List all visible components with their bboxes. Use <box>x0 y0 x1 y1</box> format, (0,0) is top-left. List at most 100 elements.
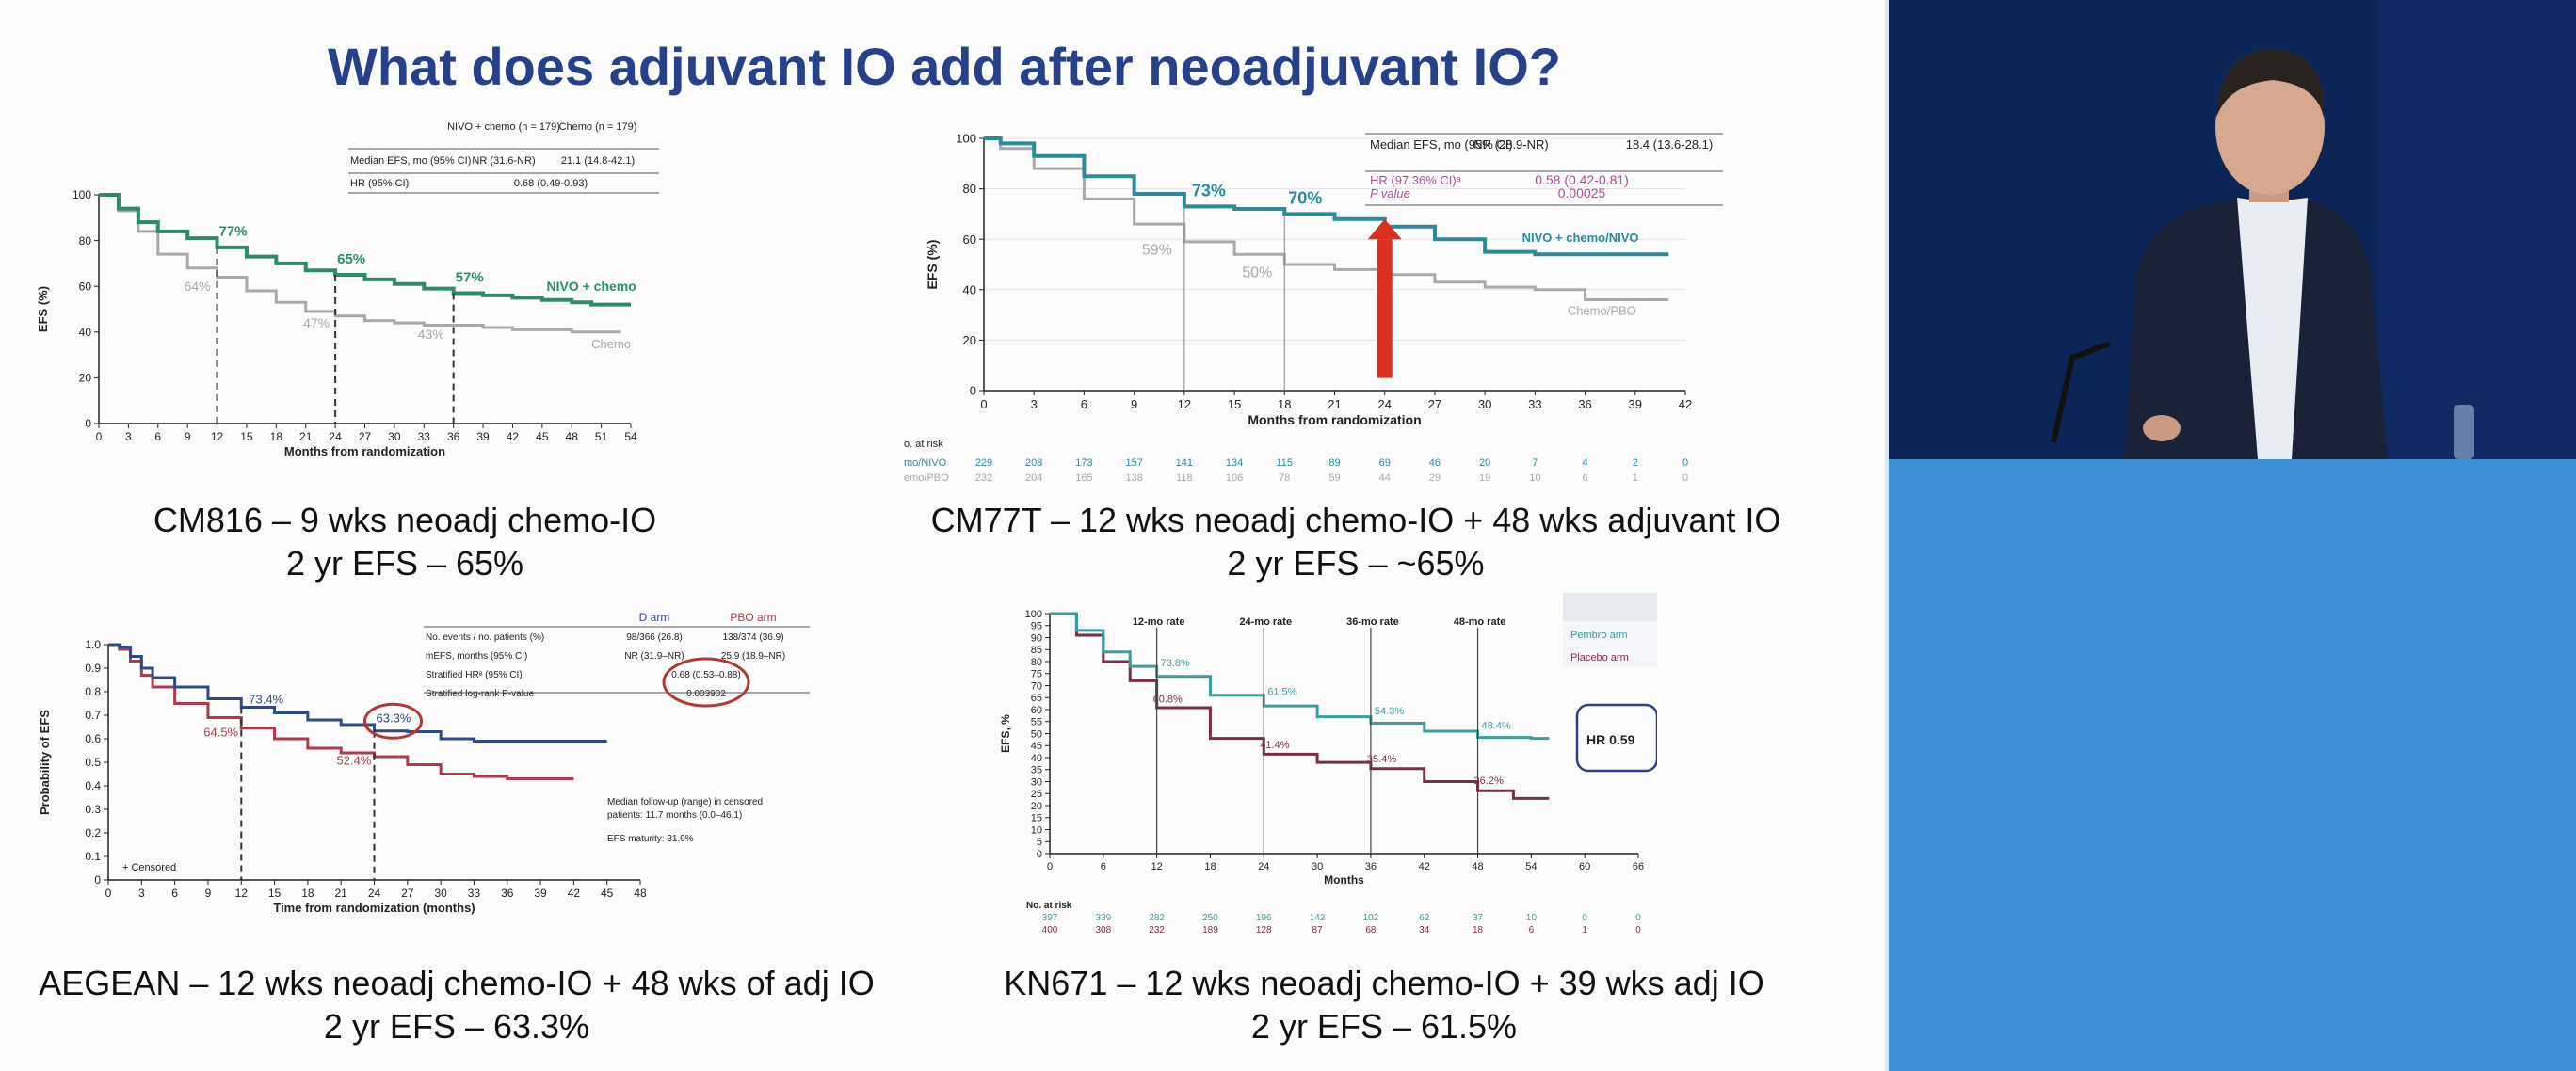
chart-aegean: 0 3 6 9 12 15 18 21 24 27 30 33 36 39 42 45 4800.10.20.3… <box>38 611 810 915</box>
x-tick-label: 21 <box>1328 397 1341 411</box>
at-risk-value: 0 <box>1635 913 1641 923</box>
at-risk-value: 397 <box>1042 913 1058 923</box>
annotation: 70% <box>1288 189 1322 208</box>
table-header: PBO arm <box>730 611 776 624</box>
caption-line-1: KN671 – 12 wks neoadj chemo-IO + 39 wks … <box>1004 964 1764 1002</box>
annotation: 63.3% <box>377 711 411 726</box>
y-tick-label: 65 <box>1031 693 1042 704</box>
legend-censored: + Censored <box>122 862 176 873</box>
x-tick-label: 6 <box>171 887 178 900</box>
video-background <box>1889 459 2576 1071</box>
x-tick-label: 18 <box>301 887 314 900</box>
at-risk-value: 6 <box>1583 472 1588 482</box>
table-header: NIVO + chemo (n = 179) <box>447 122 560 133</box>
x-tick-label: 0 <box>105 887 112 900</box>
at-risk-value: 115 <box>1277 457 1294 469</box>
x-tick-label: 15 <box>240 430 253 443</box>
y-tick-label: 0.8 <box>85 685 101 698</box>
at-risk-value: 0 <box>1682 472 1688 482</box>
x-tick-label: 42 <box>507 430 520 443</box>
y-tick-label: 0.3 <box>85 803 101 816</box>
series-nivo-chemo <box>99 193 631 307</box>
at-risk-row-label: emo/PBO <box>904 472 949 482</box>
at-risk-value: 4 <box>1583 457 1588 469</box>
y-tick-label: 95 <box>1031 621 1042 632</box>
y-tick-label: 50 <box>1031 728 1042 740</box>
at-risk-value: 196 <box>1256 913 1272 923</box>
y-tick-label: 60 <box>79 280 92 293</box>
rate-label: 24-mo rate <box>1239 616 1292 628</box>
caption-line-2: 2 yr EFS – 65% <box>285 544 524 583</box>
at-risk-value: 128 <box>1256 925 1272 935</box>
y-tick-label: 80 <box>1031 657 1042 668</box>
caption-line-1: AEGEAN – 12 wks neoadj chemo-IO + 48 wks… <box>39 964 875 1002</box>
x-tick-label: 30 <box>388 430 401 443</box>
at-risk-value: 78 <box>1279 472 1290 482</box>
at-risk-value: 208 <box>1025 457 1042 469</box>
y-axis-label: EFS, % <box>999 714 1012 753</box>
y-tick-label: 40 <box>79 326 92 339</box>
at-risk-title: o. at risk <box>904 439 943 450</box>
microphone-stand <box>2051 341 2112 443</box>
at-risk-value: 102 <box>1363 913 1379 923</box>
annotation: 41.4% <box>1260 740 1289 751</box>
at-risk-value: 34 <box>1419 925 1430 935</box>
caption-aegean: AEGEAN – 12 wks neoadj chemo-IO + 48 wks… <box>0 962 913 1048</box>
series-chemo-pbo <box>984 136 1669 302</box>
at-risk-title: No. at risk <box>1026 901 1072 911</box>
at-risk-value: 59 <box>1328 472 1340 482</box>
x-tick-label: 3 <box>125 430 132 443</box>
at-risk-value: 134 <box>1226 457 1243 469</box>
at-risk-value: 0 <box>1682 457 1688 469</box>
x-tick-label: 0 <box>1047 861 1053 872</box>
x-tick-label: 6 <box>154 430 161 443</box>
at-risk-value: 7 <box>1532 457 1538 469</box>
x-tick-label: 12 <box>211 430 224 443</box>
table-cell: 0.68 (0.49-0.93) <box>514 178 588 189</box>
chart-kn671: 0 6 12 18 24 30 36 42 48 54 60 66051015202530354045… <box>999 593 1657 935</box>
at-risk-value: 37 <box>1473 913 1484 923</box>
at-risk-value: 157 <box>1125 457 1142 469</box>
rate-label: 48-mo rate <box>1454 616 1506 628</box>
highlight-circle <box>363 702 423 740</box>
annotation: 52.4% <box>337 754 372 768</box>
table-cell: NR (28.9-NR) <box>1473 137 1548 152</box>
note: patients: 11.7 months (0.0–46.1) <box>607 810 742 821</box>
series-nivo-chemo-nivo <box>984 136 1669 257</box>
x-tick-label: 36 <box>447 430 460 443</box>
x-tick-label: 3 <box>1031 397 1038 411</box>
at-risk-value: 106 <box>1226 472 1243 482</box>
annotation: 59% <box>1142 242 1172 258</box>
table-row-label: No. events / no. patients (%) <box>426 632 544 643</box>
caption-line-1: CM77T – 12 wks neoadj chemo-IO + 48 wks … <box>930 501 1781 539</box>
at-risk-value: 0 <box>1582 913 1587 923</box>
table-cell: 0.68 (0.53–0.88) <box>671 670 740 680</box>
x-tick-label: 27 <box>401 887 414 900</box>
x-tick-label: 30 <box>1478 397 1491 411</box>
y-tick-label: 75 <box>1031 669 1042 680</box>
table-cell: NR (31.9–NR) <box>624 651 684 662</box>
y-tick-label: 20 <box>1031 801 1042 812</box>
y-tick-label: 20 <box>79 372 92 385</box>
note: Median follow-up (range) in censored <box>607 797 763 807</box>
at-risk-value: 0 <box>1635 925 1641 935</box>
table-row-label: Median EFS, mo (95% CI) <box>350 155 471 167</box>
y-axis-label: Probability of EFS <box>38 710 52 815</box>
caption-cm77t: CM77T – 12 wks neoadj chemo-IO + 48 wks … <box>847 499 1864 585</box>
at-risk-value: 1 <box>1633 472 1638 482</box>
x-tick-label: 12 <box>1178 397 1191 411</box>
at-risk-value: 46 <box>1429 457 1441 469</box>
x-tick-label: 33 <box>468 887 481 900</box>
legend-label: NIVO + chemo <box>546 279 636 294</box>
at-risk-value: 141 <box>1176 457 1193 469</box>
x-tick-label: 30 <box>434 887 447 900</box>
y-tick-label: 0 <box>94 873 101 887</box>
at-risk-value: 232 <box>975 472 992 482</box>
highlight-circle <box>662 657 750 708</box>
caption-kn671: KN671 – 12 wks neoadj chemo-IO + 39 wks … <box>932 962 1836 1048</box>
y-tick-label: 15 <box>1031 813 1042 824</box>
speaker-video <box>1889 0 2576 459</box>
annotation: 73.8% <box>1161 658 1190 669</box>
at-risk-value: 232 <box>1149 925 1165 935</box>
x-tick-label: 42 <box>568 887 581 900</box>
